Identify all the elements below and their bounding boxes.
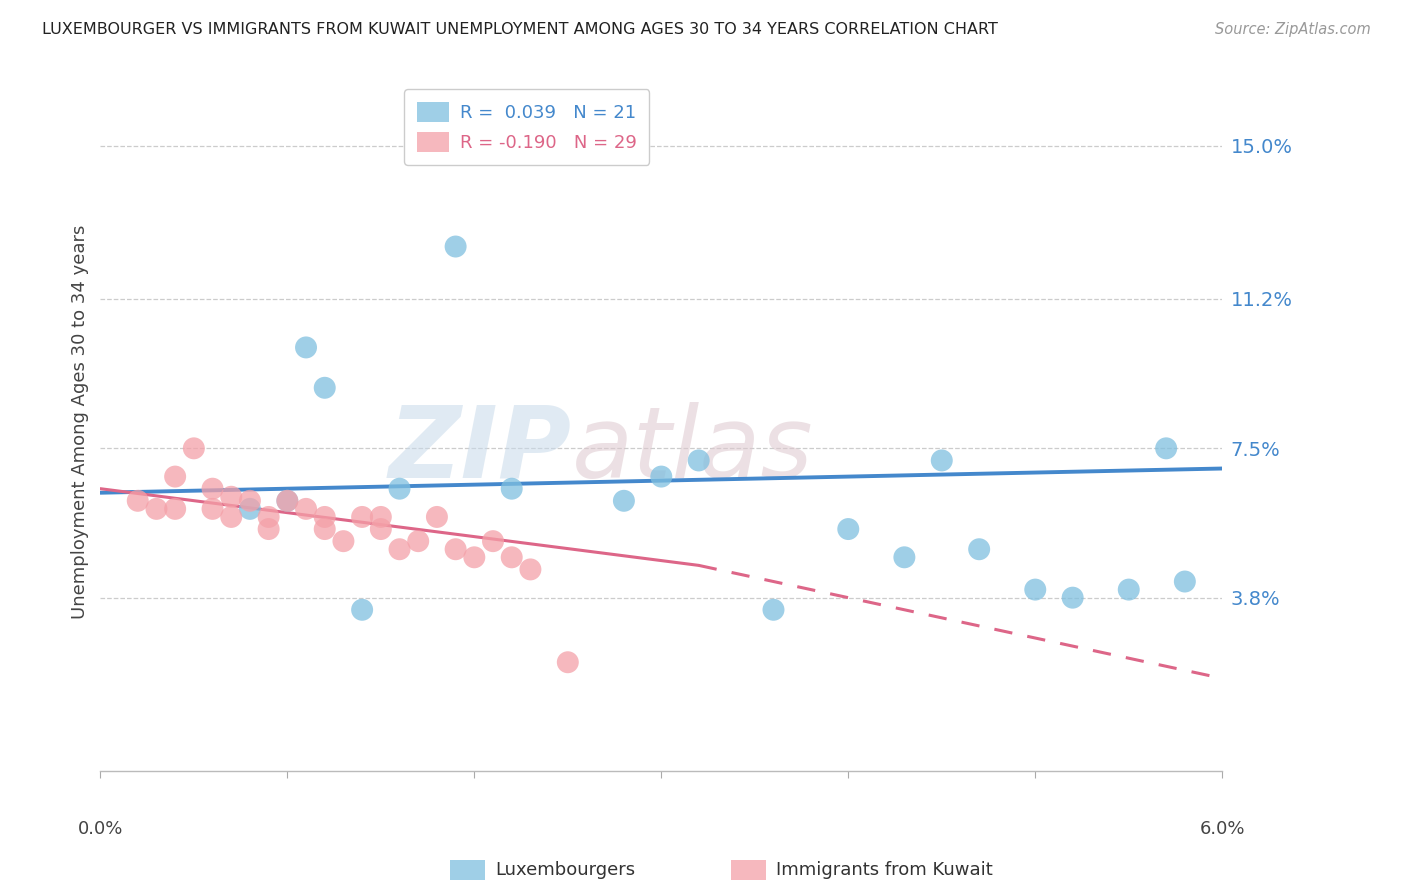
Point — [332, 534, 354, 549]
Point — [482, 534, 505, 549]
Point — [165, 469, 187, 483]
Text: 0.0%: 0.0% — [77, 820, 124, 838]
Point — [444, 239, 467, 253]
Point — [931, 453, 953, 467]
Point — [276, 493, 298, 508]
Point — [239, 501, 262, 516]
Point — [613, 493, 636, 508]
Point — [314, 381, 336, 395]
Point — [295, 501, 318, 516]
Point — [352, 603, 374, 617]
Point — [388, 542, 411, 557]
Point — [370, 522, 392, 536]
Point — [426, 510, 449, 524]
Y-axis label: Unemployment Among Ages 30 to 34 years: Unemployment Among Ages 30 to 34 years — [72, 225, 89, 619]
Point — [145, 501, 167, 516]
Point — [388, 482, 411, 496]
Point — [257, 510, 280, 524]
Point — [893, 550, 915, 565]
Point — [1174, 574, 1197, 589]
Point — [1118, 582, 1140, 597]
Text: Source: ZipAtlas.com: Source: ZipAtlas.com — [1215, 22, 1371, 37]
Point — [201, 501, 224, 516]
Point — [1024, 582, 1046, 597]
Text: LUXEMBOURGER VS IMMIGRANTS FROM KUWAIT UNEMPLOYMENT AMONG AGES 30 TO 34 YEARS CO: LUXEMBOURGER VS IMMIGRANTS FROM KUWAIT U… — [42, 22, 998, 37]
Point — [837, 522, 859, 536]
Point — [519, 562, 541, 576]
Point — [444, 542, 467, 557]
Point — [127, 493, 149, 508]
Point — [1154, 442, 1177, 456]
Point — [314, 522, 336, 536]
Point — [352, 510, 374, 524]
Point — [239, 493, 262, 508]
Point — [276, 493, 298, 508]
Point — [762, 603, 785, 617]
Text: Luxembourgers: Luxembourgers — [495, 861, 636, 879]
Point — [463, 550, 485, 565]
Point — [201, 482, 224, 496]
Text: atlas: atlas — [572, 401, 813, 499]
Point — [650, 469, 672, 483]
Point — [501, 550, 523, 565]
Text: ZIP: ZIP — [388, 401, 572, 499]
Point — [219, 490, 242, 504]
Point — [967, 542, 990, 557]
Text: 6.0%: 6.0% — [1199, 820, 1244, 838]
Point — [557, 655, 579, 669]
Point — [501, 482, 523, 496]
Point — [165, 501, 187, 516]
Point — [314, 510, 336, 524]
Point — [219, 510, 242, 524]
Text: Immigrants from Kuwait: Immigrants from Kuwait — [776, 861, 993, 879]
Point — [183, 442, 205, 456]
Point — [1062, 591, 1084, 605]
Point — [257, 522, 280, 536]
Point — [295, 340, 318, 354]
Point — [370, 510, 392, 524]
Point — [406, 534, 429, 549]
Legend: R =  0.039   N = 21, R = -0.190   N = 29: R = 0.039 N = 21, R = -0.190 N = 29 — [404, 89, 650, 165]
Point — [688, 453, 710, 467]
